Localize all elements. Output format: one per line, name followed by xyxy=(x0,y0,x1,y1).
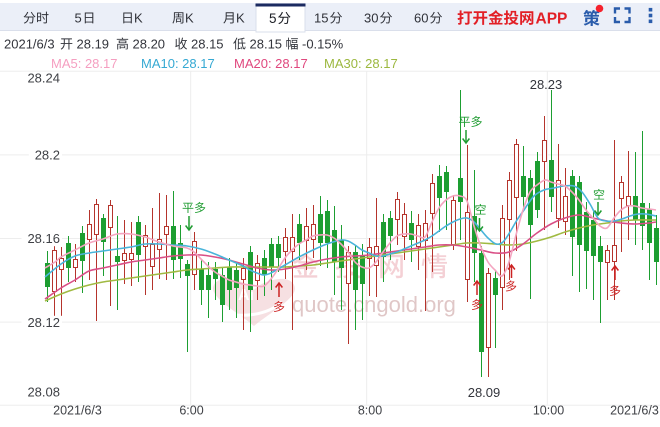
svg-text:5: 5 xyxy=(75,11,82,26)
svg-text:K: K xyxy=(236,11,245,26)
svg-text:6:00: 6:00 xyxy=(179,404,203,418)
svg-text:2021/6/3: 2021/6/3 xyxy=(53,404,102,418)
svg-text:MA20: 28.17: MA20: 28.17 xyxy=(234,56,308,71)
svg-text:28.08: 28.08 xyxy=(27,385,60,400)
svg-text:8:00: 8:00 xyxy=(358,404,382,418)
svg-text:K: K xyxy=(185,11,194,26)
svg-text:MA10: 28.17: MA10: 28.17 xyxy=(141,56,215,71)
svg-text:2021/6/3: 2021/6/3 xyxy=(610,404,659,418)
svg-text:MA5: 28.17: MA5: 28.17 xyxy=(51,56,118,71)
svg-text:28.15: 28.15 xyxy=(250,37,283,52)
svg-text:28.09: 28.09 xyxy=(468,385,501,400)
svg-text:APP: APP xyxy=(536,11,568,28)
svg-text:28.24: 28.24 xyxy=(27,71,60,86)
svg-text:28.12: 28.12 xyxy=(27,315,60,330)
svg-text:28.20: 28.20 xyxy=(133,37,166,52)
svg-text:15: 15 xyxy=(314,11,328,26)
svg-text:10:00: 10:00 xyxy=(533,404,564,418)
svg-text:28.16: 28.16 xyxy=(27,231,60,246)
svg-text:28.23: 28.23 xyxy=(530,77,563,92)
svg-text:28.19: 28.19 xyxy=(77,37,110,52)
svg-text:-0.15%: -0.15% xyxy=(302,37,344,52)
svg-text:2021/6/3: 2021/6/3 xyxy=(4,37,55,52)
svg-text:30: 30 xyxy=(364,11,378,26)
svg-text:60: 60 xyxy=(414,11,428,26)
svg-text:K: K xyxy=(134,11,143,26)
svg-text:MA30: 28.17: MA30: 28.17 xyxy=(324,56,398,71)
svg-text:28.15: 28.15 xyxy=(191,37,224,52)
svg-text:28.2: 28.2 xyxy=(35,148,60,163)
svg-text:5: 5 xyxy=(269,11,277,26)
svg-text:quote.cngold.org: quote.cngold.org xyxy=(292,292,456,317)
